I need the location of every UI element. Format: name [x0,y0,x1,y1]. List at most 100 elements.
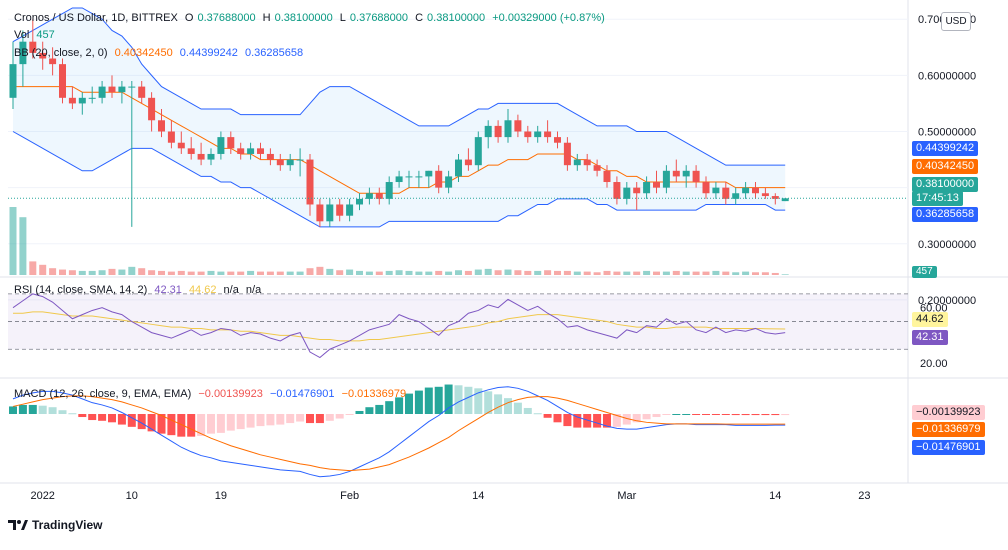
rsi-tick-label: 60.00 [920,303,948,315]
macd-histogram-bar [662,414,671,415]
macd-histogram-bar [771,414,780,416]
bb-upper-value: 0.44399242 [179,47,238,59]
currency-button[interactable]: USD [941,12,971,31]
volume-bar [148,270,156,275]
candle-body [643,182,651,194]
macd-histogram-bar [108,414,116,423]
macd-histogram-bar [315,414,324,424]
candle-body [603,170,611,183]
candle-body [167,131,175,143]
macd-histogram-bar [474,388,483,414]
macd-histogram-bar [266,414,275,426]
volume-bar [19,217,27,275]
macd-histogram-bar [761,414,770,416]
volume-bar [771,272,779,275]
volume-bar [108,268,116,275]
ohlc-c-value: 0.38100000 [427,12,486,24]
macd-histogram-bar [414,390,423,414]
time-tick-label: 10 [126,490,138,502]
candle-body [613,182,621,199]
volume-bar [435,270,443,275]
volume-bar [563,270,571,275]
volume-bar [781,274,789,275]
candle-body [29,41,37,53]
candle-body [19,41,27,65]
macd-histogram-bar [68,413,77,415]
volume-bar [227,271,235,275]
rsi-line [12,293,786,359]
macd-histogram-bar [424,387,433,414]
volume-bar [554,270,561,275]
macd-histogram-bar [365,407,374,414]
price-tick-label: 0.20000000 [918,295,976,307]
volume-bar [445,271,453,275]
volume-bar [415,271,423,275]
candle-body [771,196,779,199]
macd-signal-tag: −0.01336979 [912,422,985,437]
ohlc-o-value: 0.37688000 [197,12,256,24]
volume-bar [98,270,106,275]
macd-histogram-bar [543,414,552,418]
candle-body [761,193,769,197]
price-tick-label: 0.60000000 [918,70,976,82]
macd-histogram-bar [345,414,354,415]
countdown-tag: 17:45:13 [912,191,963,206]
volume-legend: Vol 457 [14,29,59,41]
bb-label[interactable]: BB (20, close, 2, 0) [14,47,108,59]
ohlc-h-label: H [262,12,271,24]
vol-label: Vol [14,29,30,41]
price-tick-label: 0.30000000 [918,239,976,251]
candle-body [128,86,136,88]
macd-histogram-bar [38,405,47,414]
candle-body [435,170,443,188]
candle-body [237,148,245,154]
volume-bar [633,271,641,275]
volume-bar [356,270,363,275]
symbol-title[interactable]: Cronos / US Dollar, 1D, BITTREX [14,12,178,24]
volume-bar [118,269,126,275]
macd-histogram-bar [187,414,196,437]
volume-bar [732,272,740,275]
tradingview-branding[interactable]: TradingView [8,518,102,532]
candle-body [593,165,601,171]
volume-bar [336,270,344,275]
candle-body [722,187,730,199]
candle-body [583,159,591,166]
candle-body [702,182,710,194]
macd-histogram-bar [622,414,631,425]
candle-body [227,137,235,149]
macd-histogram-bar [256,414,265,427]
rsi-ma-value: 44.62 [188,284,217,296]
tradingview-logo-icon [8,520,28,530]
macd-histogram-bar [395,397,404,414]
candle-body [346,204,354,216]
macd-histogram-bar [741,414,750,416]
ohlc-c-label: C [415,12,424,24]
volume-bar [603,270,611,275]
macd-histogram-bar [434,386,443,414]
macd-histogram-bar [216,414,225,433]
candle-body [306,159,314,205]
vol-value: 457 [36,29,55,41]
time-tick-label: 23 [858,490,870,502]
brand-name: TradingView [32,518,103,532]
macd-signal-value: −0.01336979 [341,388,407,400]
candle-body [712,187,720,194]
macd-histogram-bar [236,414,245,430]
candle-body [464,159,472,166]
rsi-label[interactable]: RSI (14, close, SMA, 14, 2) [14,284,148,296]
volume-bar [29,261,37,275]
macd-label[interactable]: MACD (12, 26, close, 9, EMA, EMA) [14,388,192,400]
candle-body [266,153,274,160]
macd-histogram-bar [593,414,602,428]
macd-histogram-bar [375,404,384,414]
candle-body [375,193,383,199]
macd-histogram-bar [553,414,562,423]
macd-histogram-bar [127,414,136,427]
candle-body [662,170,670,188]
macd-histogram-bar [18,404,27,414]
volume-bar [534,270,542,275]
candle-body [752,187,759,194]
